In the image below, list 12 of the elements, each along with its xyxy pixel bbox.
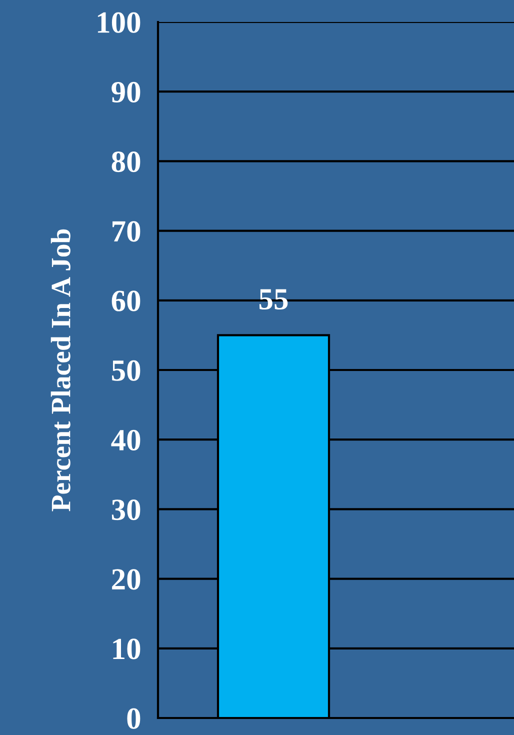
y-tick-label: 80: [112, 151, 140, 172]
y-tick-label: 40: [111, 430, 140, 450]
y-tick-label: 20: [112, 569, 140, 590]
y-tick-label: 0: [127, 708, 140, 729]
y-tick-label: 30: [112, 499, 140, 520]
y-tick-label: 60: [112, 290, 140, 312]
y-tick-label: 100: [98, 12, 140, 33]
y-axis-title: Percent Placed In A Job: [50, 229, 70, 512]
y-tick-label: 10: [113, 638, 140, 660]
y-tick-label: 70: [112, 221, 140, 242]
y-tick-label: 50: [112, 360, 140, 381]
y-tick-label: 90: [112, 82, 140, 102]
